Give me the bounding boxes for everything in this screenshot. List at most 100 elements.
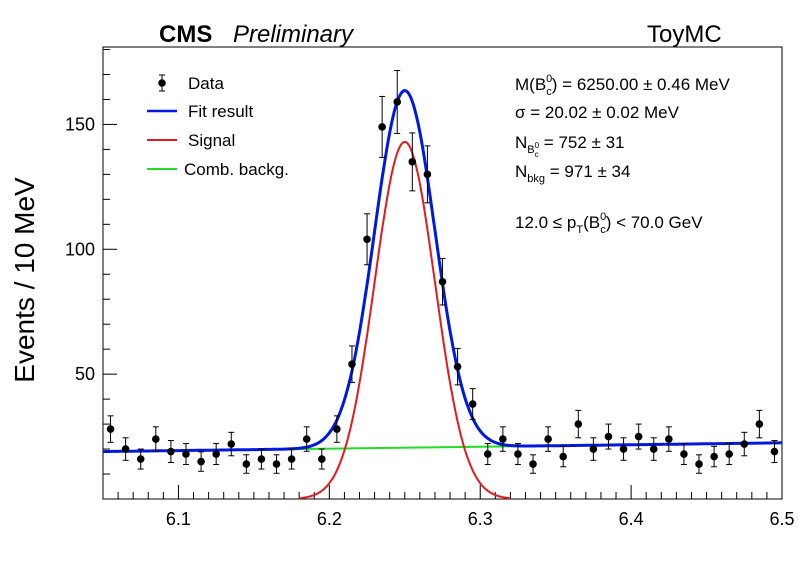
data-marker	[740, 440, 749, 448]
data-marker	[483, 450, 492, 458]
data-point	[106, 415, 115, 443]
data-point	[423, 145, 432, 204]
y-axis-title: Events / 10 MeV	[9, 177, 40, 383]
data-point	[212, 443, 220, 466]
data-marker	[619, 445, 628, 453]
data-marker	[136, 455, 145, 463]
nsig-subsub: c	[535, 150, 539, 159]
pt-range: 12.0 ≤ pT(B0 c) < 70.0 GeV	[515, 211, 703, 236]
data-point	[725, 443, 733, 466]
legend-background-label: Comb. backg.	[184, 160, 289, 179]
data-point	[302, 426, 311, 452]
nsig-subsup: 0	[535, 141, 540, 150]
sample-label: ToyMC	[647, 21, 722, 48]
data-marker	[589, 445, 598, 453]
legend-entry-background: Comb. backg.	[147, 160, 289, 179]
data-marker	[604, 432, 613, 441]
data-point	[242, 454, 251, 474]
data-marker	[453, 362, 462, 371]
legend-data-label: Data	[188, 74, 224, 93]
data-marker	[302, 435, 311, 443]
data-marker	[665, 435, 673, 443]
data-point	[740, 431, 749, 457]
legend-data-marker	[158, 79, 166, 87]
data-points	[106, 69, 779, 474]
data-point	[604, 423, 613, 450]
data-marker	[212, 450, 220, 458]
legend-entry-fit: Fit result	[147, 102, 253, 121]
data-marker	[182, 450, 190, 458]
data-marker	[333, 425, 341, 433]
data-marker	[649, 445, 658, 453]
data-marker	[317, 455, 326, 463]
data-marker	[680, 450, 688, 458]
y-tick-label: 50	[75, 364, 95, 384]
y-tick-label: 100	[65, 239, 95, 259]
data-point	[333, 415, 341, 443]
data-point	[167, 440, 175, 464]
data-point	[574, 409, 583, 439]
data-marker	[287, 455, 296, 463]
data-marker	[770, 447, 779, 456]
data-point	[378, 95, 386, 158]
data-point	[152, 426, 160, 452]
data-point	[121, 437, 130, 461]
sigma-symbol: σ	[515, 103, 526, 122]
data-point	[197, 451, 205, 472]
legend-entry-signal: Signal	[147, 131, 235, 150]
mass-prefix: M(B	[515, 75, 546, 94]
data-marker	[167, 447, 175, 456]
data-marker	[423, 170, 432, 179]
legend-entry-data: Data	[158, 74, 224, 93]
status-label: Preliminary	[233, 21, 355, 48]
data-marker	[197, 457, 205, 466]
legend-signal-label: Signal	[188, 131, 235, 150]
data-marker	[348, 360, 356, 368]
nbkg-sub: bkg	[527, 173, 545, 185]
mass-sup: 0	[546, 73, 552, 85]
pt-prefix: 12.0 ≤ p	[515, 213, 576, 232]
pt-sub: T	[576, 224, 583, 236]
nbkg-suffix: = 971 ± 34	[545, 162, 630, 181]
data-point	[514, 443, 522, 466]
nsig-sub: B	[527, 144, 534, 156]
data-marker	[393, 98, 402, 106]
nbkg-param: Nbkg = 971 ± 34	[515, 162, 630, 185]
data-point	[348, 345, 356, 383]
data-point	[438, 258, 447, 306]
data-marker	[725, 450, 733, 458]
data-marker	[121, 445, 130, 453]
data-point	[468, 388, 477, 421]
data-marker	[227, 440, 236, 448]
pt-sup: 0	[600, 211, 606, 223]
mass-suffix: ) = 6250.00 ± 0.46 MeV	[552, 75, 731, 94]
data-point	[287, 448, 296, 470]
pt-suffix: ) < 70.0 GeV	[606, 213, 704, 232]
data-marker	[272, 460, 281, 468]
data-marker	[544, 435, 552, 443]
data-point	[665, 426, 673, 452]
pt-mid: (B	[583, 213, 600, 232]
data-marker	[363, 235, 371, 244]
data-point	[499, 426, 507, 452]
data-marker	[152, 435, 160, 443]
data-marker	[499, 435, 507, 443]
sigma-param: σ = 20.02 ± 0.02 MeV	[515, 103, 680, 122]
y-tick-label: 150	[65, 114, 95, 134]
nbkg-prefix: N	[515, 162, 527, 181]
data-marker	[257, 455, 266, 463]
x-tick-label: 6.4	[619, 509, 644, 529]
data-point	[483, 443, 492, 466]
pt-sub2: c	[600, 224, 606, 236]
data-marker	[106, 425, 115, 433]
data-marker	[559, 452, 568, 461]
data-marker	[634, 432, 643, 441]
nsig-prefix: N	[515, 133, 527, 152]
x-tick-label: 6.1	[166, 509, 191, 529]
mass-sub: c	[546, 86, 552, 98]
legend: Data Fit result Signal Comb. backg.	[147, 74, 289, 179]
data-point	[544, 426, 552, 452]
mass-param: M(B0 c) = 6250.00 ± 0.46 MeV	[515, 73, 730, 98]
data-marker	[378, 123, 386, 131]
